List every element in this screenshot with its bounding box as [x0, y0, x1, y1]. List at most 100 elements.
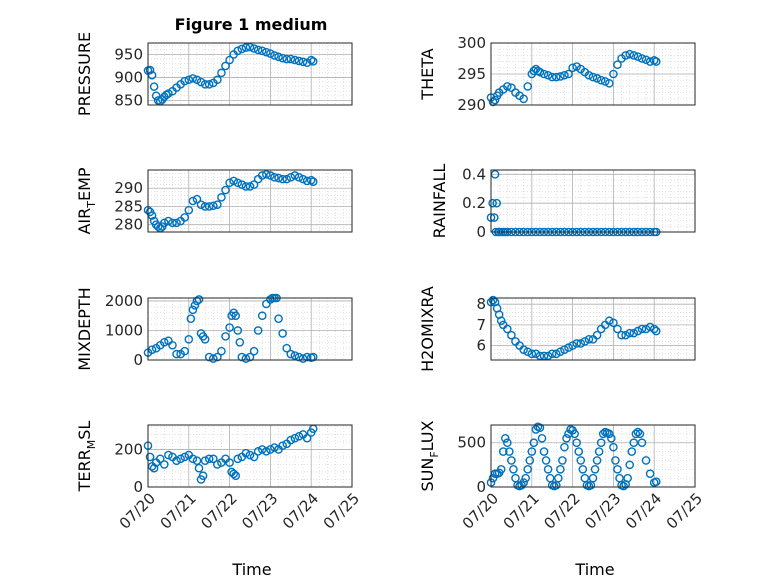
data-point: [519, 478, 528, 487]
data-point: [637, 324, 647, 334]
data-point: [572, 339, 581, 348]
data-point: [543, 70, 553, 80]
data-point: [290, 433, 300, 443]
data-point: [651, 57, 661, 66]
y-axis-label: PRESSURE: [75, 32, 94, 116]
data-point: [594, 447, 604, 456]
data-point: [164, 450, 173, 460]
data-point: [188, 454, 198, 464]
y-tick-label: 0.4: [462, 165, 486, 183]
data-point: [221, 185, 230, 195]
data-point: [503, 438, 512, 448]
y-axis-label-main: TERR: [75, 449, 94, 492]
data-point: [507, 83, 516, 92]
data-point: [651, 326, 661, 336]
data-point: [208, 201, 218, 211]
axes-frame: [147, 169, 353, 233]
data-point: [596, 438, 606, 448]
data-point: [551, 349, 561, 359]
data-point: [286, 349, 296, 359]
y-axis-label-main: PRESSURE: [75, 32, 94, 116]
data-point: [556, 72, 565, 81]
y-axis-label-sub: M: [85, 440, 98, 450]
data-point: [635, 429, 645, 439]
data-point: [523, 347, 533, 357]
data-point: [290, 171, 300, 180]
data-point: [162, 90, 171, 100]
data-point: [505, 447, 514, 456]
data-point: [192, 296, 202, 306]
data-point: [200, 456, 210, 465]
data-point: [190, 301, 200, 310]
y-tick-label: 285: [114, 197, 143, 215]
data-point: [570, 429, 579, 439]
data-point: [298, 174, 308, 184]
data-point: [554, 473, 563, 483]
y-axis-label-rest: SL: [75, 421, 94, 440]
data-point: [160, 218, 169, 228]
data-point: [278, 174, 287, 184]
y-axis-label-sub: T: [85, 201, 98, 209]
data-point: [172, 456, 181, 465]
data-point: [302, 352, 312, 362]
data-point: [645, 469, 655, 479]
subplot-5: 0 1000 2000 MIXDEPTH: [75, 287, 353, 371]
data-point: [241, 448, 251, 458]
data-point: [564, 343, 573, 352]
data-point: [621, 330, 630, 340]
plot-area: [491, 170, 695, 232]
data-point: [560, 442, 569, 452]
data-point: [625, 460, 635, 470]
data-point: [172, 218, 181, 228]
xlabel-left: Time: [231, 560, 271, 579]
data-point: [237, 180, 247, 189]
data-point: [521, 473, 530, 483]
data-point: [231, 471, 241, 481]
data-point: [149, 82, 159, 91]
data-point: [266, 445, 275, 454]
data-point: [278, 441, 287, 450]
data-point: [294, 56, 304, 66]
data-point: [221, 61, 230, 71]
data-point: [282, 343, 292, 353]
data-point: [180, 452, 190, 462]
y-axis-label-main: H2OMIXRA: [418, 286, 437, 372]
data-point: [631, 429, 641, 439]
data-point: [225, 323, 234, 332]
data-point: [529, 66, 539, 76]
data-point: [233, 178, 243, 188]
data-point: [308, 352, 318, 362]
plot-area: [148, 43, 352, 105]
data-point: [543, 464, 553, 474]
data-point: [641, 55, 651, 65]
x-tick-label: 07/23: [581, 489, 624, 532]
x-tick-label: 07/21: [157, 489, 200, 532]
data-point: [237, 44, 247, 54]
data-point: [274, 314, 283, 323]
data-point: [560, 345, 569, 354]
y-axis-label-main: THETA: [418, 48, 437, 100]
data-point: [645, 322, 655, 332]
data-point: [547, 349, 557, 359]
data-point: [617, 330, 626, 340]
data-point: [584, 70, 594, 80]
data-point: [539, 69, 549, 79]
data-point: [637, 438, 647, 448]
data-point: [278, 53, 287, 63]
data-point: [257, 311, 267, 321]
data-point: [188, 196, 198, 206]
y-axis-label: MIXDEPTH: [75, 287, 94, 370]
data-point: [633, 427, 643, 437]
data-point: [503, 324, 512, 334]
data-point: [262, 47, 271, 57]
data-point: [274, 52, 283, 62]
data-point: [149, 463, 159, 473]
data-point: [262, 447, 271, 456]
data-point: [537, 433, 547, 443]
data-point: [237, 352, 247, 362]
data-point: [208, 354, 218, 363]
data-point: [308, 57, 318, 66]
data-point: [233, 454, 243, 464]
